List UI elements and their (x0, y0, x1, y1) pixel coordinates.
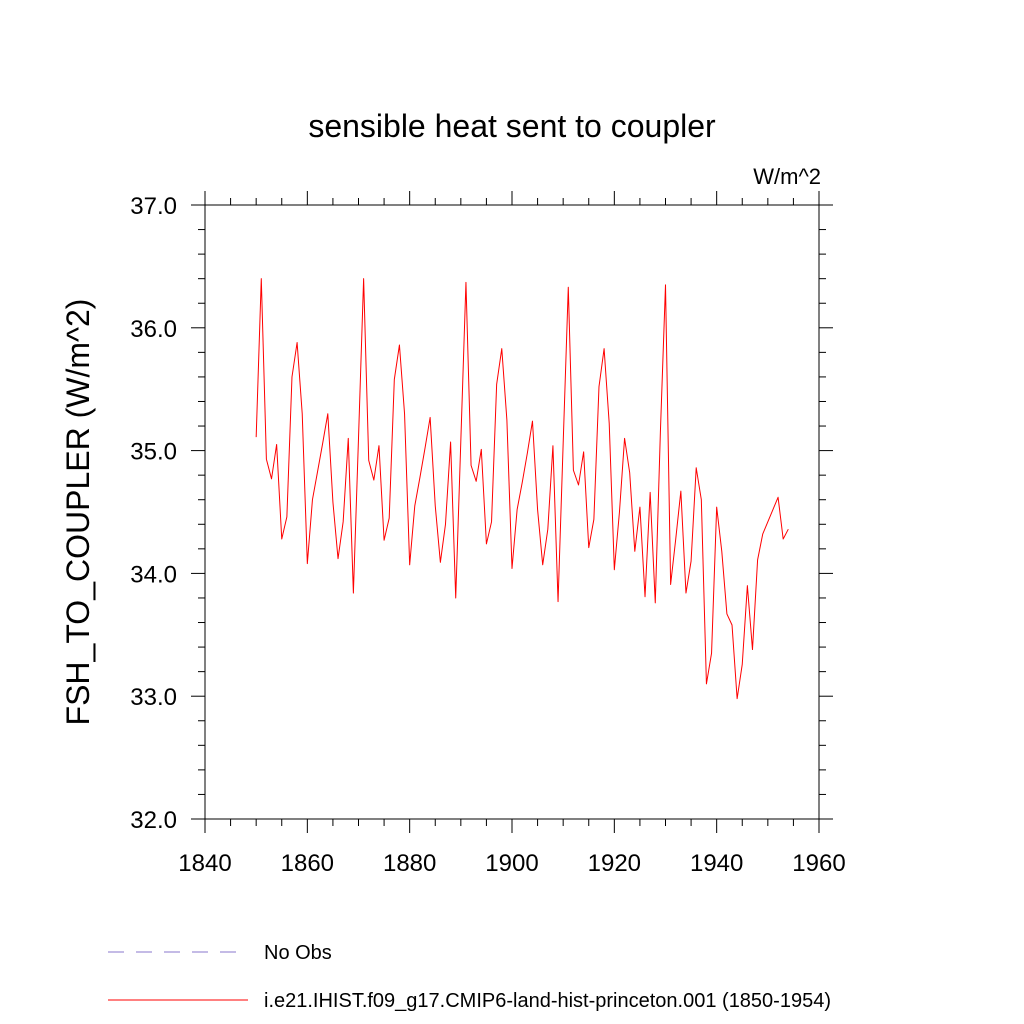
x-tick-label: 1960 (792, 850, 845, 877)
axis-ticks (191, 191, 833, 833)
series-group (255, 278, 789, 700)
plot-frame (204, 204, 820, 820)
y-tick-label: 37.0 (130, 193, 177, 220)
y-tick-label: 33.0 (130, 684, 177, 711)
y-tick-label: 34.0 (130, 561, 177, 588)
x-tick-label: 1940 (690, 850, 743, 877)
y-tick-label: 32.0 (130, 807, 177, 834)
x-tick-label: 1860 (281, 850, 334, 877)
units-label: W/m^2 (753, 164, 821, 189)
y-tick-label: 35.0 (130, 439, 177, 466)
x-tick-label: 1880 (383, 850, 436, 877)
x-tick-label: 1840 (178, 850, 231, 877)
legend-label: i.e21.IHIST.f09_g17.CMIP6-land-hist-prin… (264, 990, 831, 1012)
y-tick-label: 36.0 (130, 316, 177, 343)
chart-title: sensible heat sent to coupler (308, 108, 716, 144)
legend-label: No Obs (264, 942, 332, 964)
x-tick-label: 1900 (485, 850, 538, 877)
y-axis-label: FSH_TO_COUPLER (W/m^2) (60, 299, 96, 726)
x-tick-label: 1920 (588, 850, 641, 877)
series-line (255, 278, 789, 700)
tick-labels: 1840 1860 1880 1900 1920 1940 1960 32.0 33.0 34.0… (130, 193, 845, 877)
legend: No Obs i.e21.IHIST.f09_g17.CMIP6-land-his… (108, 942, 831, 1012)
